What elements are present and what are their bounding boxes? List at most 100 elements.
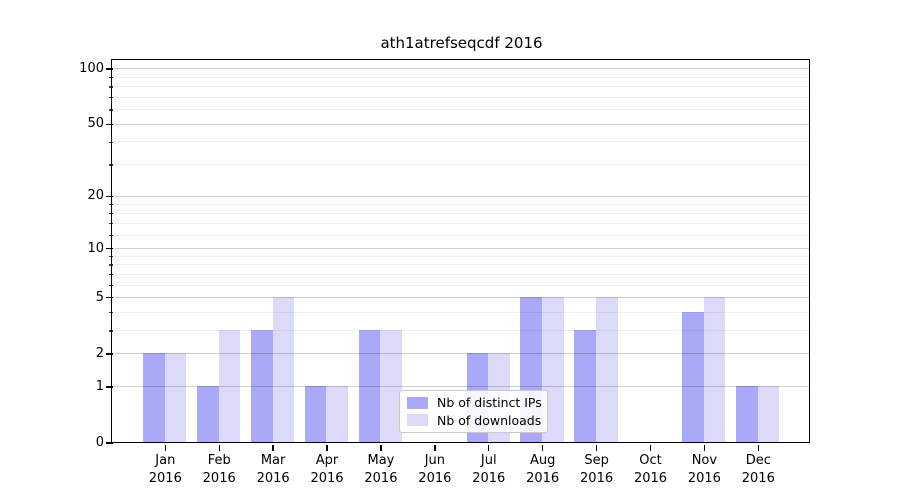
grid-line-minor — [112, 284, 810, 286]
grid-line-minor — [112, 164, 810, 166]
bar-downloads-feb — [218, 330, 241, 443]
x-tick-label-line: Apr — [315, 453, 339, 468]
x-tick-label-line: 2016 — [741, 471, 775, 486]
y-tick-mark-minor — [109, 223, 113, 225]
x-tick-label: Feb 2016 — [187, 452, 251, 488]
x-tick-label: Apr 2016 — [295, 452, 359, 488]
grid-line-minor — [112, 76, 810, 78]
legend-label: Nb of downloads — [437, 412, 542, 428]
x-tick-label: Jul 2016 — [457, 452, 521, 488]
bar-downloads-sep — [595, 297, 618, 443]
y-tick-mark — [106, 297, 113, 299]
y-tick-label: 1 — [95, 378, 104, 394]
x-tick-mark — [595, 444, 598, 451]
x-tick-label-line: 2016 — [148, 471, 182, 486]
y-tick-mark-minor — [109, 284, 113, 287]
legend-swatch-distinct-ips — [407, 396, 428, 409]
x-tick-label-line: 2016 — [364, 471, 398, 486]
bar-distinct-ips-nov — [682, 311, 704, 443]
grid-line-minor — [112, 330, 810, 332]
y-tick-mark-minor — [109, 164, 113, 166]
y-tick-mark-minor — [109, 212, 113, 215]
grid-line-minor — [112, 96, 810, 98]
y-tick-label: 5 — [95, 289, 104, 305]
grid-line-minor — [112, 264, 810, 266]
x-tick-mark — [380, 444, 382, 451]
grid-line-minor — [112, 273, 810, 275]
y-tick-mark-minor — [109, 141, 113, 143]
x-tick-label-line: 2016 — [202, 471, 236, 486]
x-tick-label-line: Jul — [480, 453, 497, 468]
x-tick-label: Aug 2016 — [511, 452, 575, 488]
x-tick-label-line: 2016 — [472, 471, 506, 486]
grid-line-major — [112, 68, 810, 70]
y-tick-mark — [106, 442, 113, 444]
x-tick-label-line: 2016 — [310, 471, 344, 486]
y-tick-label: 50 — [87, 116, 104, 132]
y-tick-label: 100 — [79, 60, 104, 76]
grid-line-major — [112, 297, 810, 299]
x-tick-mark — [326, 444, 328, 451]
bar-distinct-ips-apr — [304, 386, 327, 443]
x-tick-label-line: Sep — [584, 453, 609, 468]
x-tick-mark — [703, 444, 706, 451]
y-tick-mark-minor — [109, 255, 113, 258]
y-tick-mark — [106, 386, 113, 388]
x-tick-mark — [541, 444, 544, 451]
x-tick-label-line: Mar — [260, 453, 286, 468]
x-tick-mark — [488, 444, 490, 451]
x-tick-label-line: 2016 — [687, 471, 721, 486]
x-tick-label-line: Nov — [691, 453, 718, 468]
x-tick-label: May 2016 — [349, 452, 413, 488]
grid-line-major — [112, 248, 810, 250]
x-tick-label-line: Feb — [207, 453, 231, 468]
bar-distinct-ips-may — [358, 330, 381, 443]
legend-label: Nb of distinct IPs — [437, 395, 542, 411]
y-tick-mark — [106, 195, 113, 197]
y-tick-label: 2 — [95, 345, 104, 361]
y-tick-mark-minor — [109, 234, 113, 237]
x-tick-mark — [218, 444, 220, 451]
x-tick-label: Jun 2016 — [403, 452, 467, 488]
y-tick-mark-minor — [109, 312, 113, 314]
bar-downloads-jan — [164, 353, 187, 443]
x-tick-label-line: 2016 — [256, 471, 290, 486]
x-tick-label-line: 2016 — [633, 471, 668, 486]
grid-line-minor — [112, 311, 810, 313]
grid-layer — [112, 60, 810, 442]
x-tick-label: Nov 2016 — [672, 452, 736, 488]
grid-line-minor — [112, 234, 810, 236]
x-tick-mark — [649, 444, 652, 451]
y-tick-mark-minor — [109, 264, 113, 266]
bar-distinct-ips-dec — [736, 386, 758, 443]
legend-entry-downloads: Nb of downloads — [407, 412, 542, 428]
y-tick-mark-minor — [109, 86, 113, 88]
y-tick-mark-minor — [109, 109, 113, 111]
y-tick-mark — [106, 123, 113, 126]
y-tick-mark — [106, 353, 113, 355]
bar-downloads-nov — [703, 297, 726, 443]
grid-line-minor — [112, 109, 810, 111]
chart-title: ath1atrefseqcdf 2016 — [380, 34, 543, 52]
y-tick-label: 20 — [87, 188, 104, 204]
grid-line-minor — [112, 203, 810, 205]
grid-line-minor — [112, 255, 810, 257]
legend-entry-distinct-ips: Nb of distinct IPs — [407, 395, 542, 411]
x-tick-label: Oct 2016 — [618, 452, 682, 488]
y-tick-mark — [106, 247, 113, 250]
grid-line-minor — [112, 222, 810, 224]
plot-area — [111, 59, 811, 444]
y-tick-label: 0 — [95, 435, 104, 450]
legend: Nb of distinct IPs Nb of downloads — [399, 390, 548, 433]
y-tick-mark-minor — [109, 273, 113, 276]
grid-line-minor — [112, 212, 810, 214]
bar-distinct-ips-sep — [574, 330, 596, 443]
grid-line-major — [112, 386, 810, 388]
x-tick-label-line: May — [367, 453, 395, 468]
bar-distinct-ips-jan — [143, 353, 165, 443]
bar-downloads-dec — [757, 386, 780, 443]
x-tick-label-line: 2016 — [418, 471, 452, 486]
y-tick-label: 10 — [87, 240, 104, 256]
grid-line-major — [112, 353, 810, 355]
